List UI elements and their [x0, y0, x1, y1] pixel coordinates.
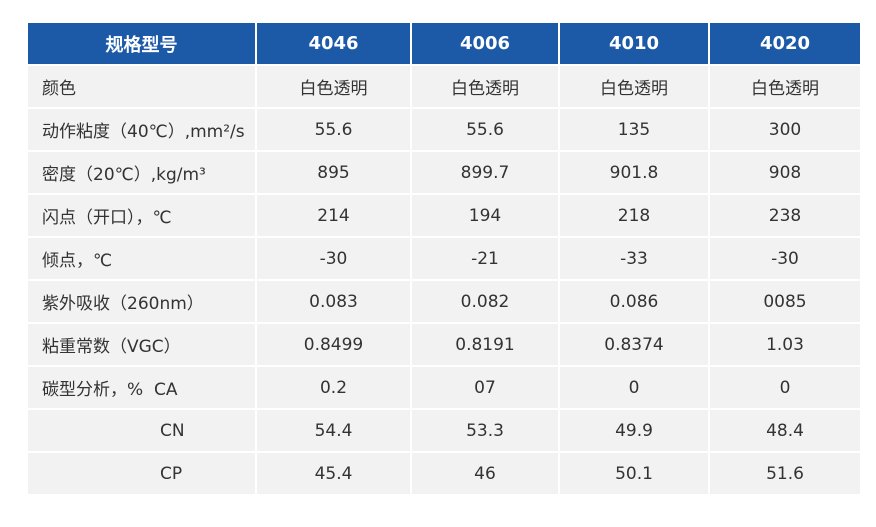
cell: 48.4	[708, 408, 862, 453]
cell: 白色透明	[708, 64, 862, 109]
cell: 55.6	[255, 107, 412, 152]
cell: -30	[708, 236, 862, 281]
cell: 45.4	[255, 451, 412, 496]
header-row: 规格型号 4046 4006 4010 4020	[26, 21, 862, 66]
header-cell: 4006	[410, 21, 560, 66]
row-label: 粘重常数（VGC）	[26, 322, 257, 367]
cell: 238	[708, 193, 862, 238]
cell: 895	[255, 150, 412, 195]
cell: 1.03	[708, 322, 862, 367]
header-cell: 4020	[708, 21, 862, 66]
table-row: 颜色 白色透明 白色透明 白色透明 白色透明	[26, 64, 862, 109]
cell: 899.7	[410, 150, 560, 195]
cell: 901.8	[558, 150, 710, 195]
table-row: 紫外吸收（260nm） 0.083 0.082 0.086 0085	[26, 279, 862, 324]
header-cell: 4010	[558, 21, 710, 66]
spec-table: 规格型号 4046 4006 4010 4020 颜色 白色透明 白色透明 白色透明 白色透明动…	[26, 21, 862, 496]
table-row: 闪点（开口），℃ 214 194 218 238	[26, 193, 862, 238]
cell: 0	[708, 365, 862, 410]
cell: 白色透明	[410, 64, 560, 109]
cell: 54.4	[255, 408, 412, 453]
row-label: CN	[26, 408, 257, 453]
cell: 0	[558, 365, 710, 410]
cell: 0.2	[255, 365, 412, 410]
cell: 0.082	[410, 279, 560, 324]
row-label: CP	[26, 451, 257, 496]
cell: -33	[558, 236, 710, 281]
table-row: 倾点，℃ -30 -21 -33 -30	[26, 236, 862, 281]
header-cell: 规格型号	[26, 21, 257, 66]
cell: 0.8191	[410, 322, 560, 367]
cell: 0.086	[558, 279, 710, 324]
row-label: 碳型分析，% CA	[26, 365, 257, 410]
cell: 908	[708, 150, 862, 195]
table-row: 动作粘度（40℃）,mm²/s 55.6 55.6 135 300	[26, 107, 862, 152]
row-label: 动作粘度（40℃）,mm²/s	[26, 107, 257, 152]
table-row: 碳型分析，% CA 0.2 07 0 0	[26, 365, 862, 410]
cell: 07	[410, 365, 560, 410]
cell: -30	[255, 236, 412, 281]
cell: 53.3	[410, 408, 560, 453]
cell: 49.9	[558, 408, 710, 453]
cell: 218	[558, 193, 710, 238]
table-row: 密度（20℃）,kg/m³ 895 899.7 901.8 908	[26, 150, 862, 195]
cell: 46	[410, 451, 560, 496]
row-label: 紫外吸收（260nm）	[26, 279, 257, 324]
cell: 白色透明	[255, 64, 412, 109]
table-row: 粘重常数（VGC） 0.8499 0.8191 0.8374 1.03	[26, 322, 862, 367]
cell: 50.1	[558, 451, 710, 496]
cell: -21	[410, 236, 560, 281]
row-label: 密度（20℃）,kg/m³	[26, 150, 257, 195]
table-body: 颜色 白色透明 白色透明 白色透明 白色透明 动作粘度（40℃）,mm²/s 55.6 55.…	[26, 64, 862, 496]
cell: 214	[255, 193, 412, 238]
cell: 白色透明	[558, 64, 710, 109]
cell: 0085	[708, 279, 862, 324]
cell: 0.8499	[255, 322, 412, 367]
row-label: 倾点，℃	[26, 236, 257, 281]
cell: 300	[708, 107, 862, 152]
header-cell: 4046	[255, 21, 412, 66]
cell: 51.6	[708, 451, 862, 496]
row-label: 颜色	[26, 64, 257, 109]
cell: 0.8374	[558, 322, 710, 367]
table-row: CN 54.4 53.3 49.9 48.4	[26, 408, 862, 453]
cell: 0.083	[255, 279, 412, 324]
cell: 135	[558, 107, 710, 152]
cell: 55.6	[410, 107, 560, 152]
table-row: CP 45.4 46 50.1 51.6	[26, 451, 862, 496]
cell: 194	[410, 193, 560, 238]
row-label: 闪点（开口），℃	[26, 193, 257, 238]
